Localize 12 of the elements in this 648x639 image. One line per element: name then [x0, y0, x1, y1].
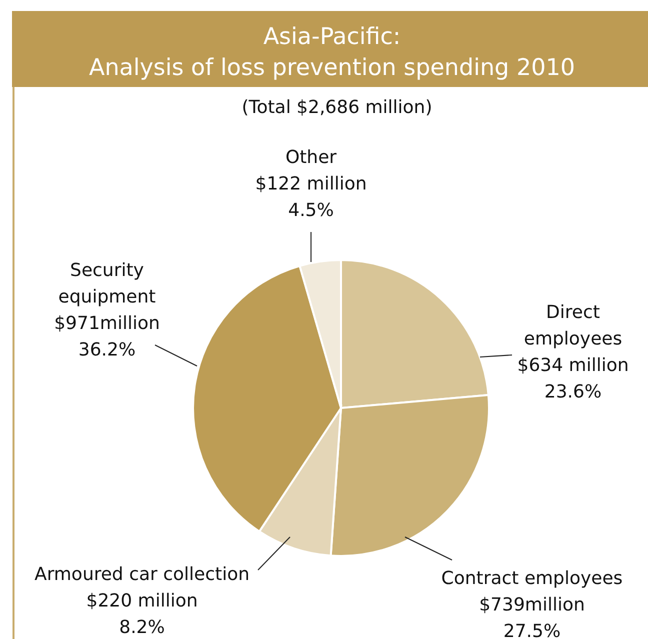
slice-label: Security equipment [58, 260, 156, 308]
chart-title: Asia-Pacific: Analysis of loss prevention spending 2010 [88, 24, 576, 81]
chart-subtitle: (Total $2,686 million) [242, 97, 432, 118]
slice-label: Contract employees [441, 568, 623, 589]
data-label: $739million 27.5% [479, 594, 585, 639]
data-label: $122 million 4.5% [255, 174, 367, 221]
data-label: $634 million 23.6% [517, 355, 629, 402]
slice-label: Armoured car collection [34, 564, 250, 585]
slice-label: Direct employees [524, 302, 622, 350]
data-label: $220 million 8.2% [86, 590, 198, 638]
slice-label: Other [285, 147, 338, 168]
data-label: $971million 36.2% [54, 313, 160, 360]
